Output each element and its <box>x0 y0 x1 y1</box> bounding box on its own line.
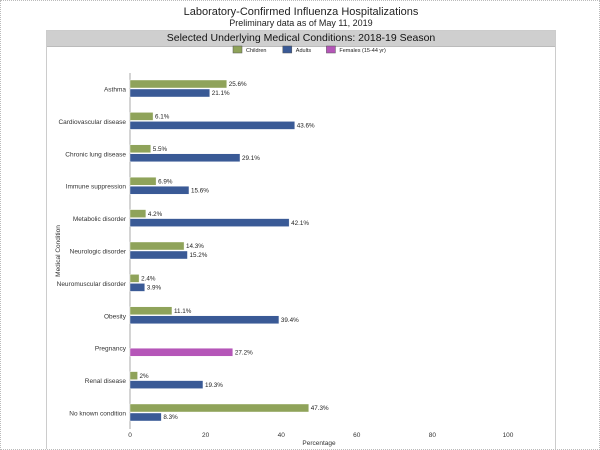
bar-0 <box>129 176 157 186</box>
data-label: 2.4% <box>141 276 156 283</box>
bar-1 <box>129 315 280 324</box>
category-label: Obesity <box>104 313 127 320</box>
data-label: 47.3% <box>311 405 329 412</box>
bar-1 <box>129 121 296 130</box>
bar-1 <box>129 250 188 260</box>
data-label: 6.1% <box>155 114 170 121</box>
bar-0 <box>129 209 147 218</box>
data-label: 19.3% <box>205 382 223 389</box>
data-label: 27.2% <box>235 349 253 356</box>
data-label: 3.9% <box>147 285 162 292</box>
chart-title: Laboratory-Confirmed Influenza Hospitali… <box>183 6 419 18</box>
data-label: 11.1% <box>174 308 192 315</box>
data-label: 4.2% <box>148 211 163 218</box>
bar-0 <box>129 403 309 413</box>
data-label: 21.1% <box>212 90 230 97</box>
bar-1 <box>129 412 162 422</box>
data-label: 29.1% <box>242 155 260 162</box>
bar-1 <box>129 380 204 389</box>
bar-0 <box>129 306 173 315</box>
x-tick-label: 100 <box>503 432 514 439</box>
x-tick-label: 80 <box>429 432 437 439</box>
data-label: 25.6% <box>229 81 247 88</box>
bar-2 <box>129 348 234 357</box>
legend-label-2: Females (15-44 yr) <box>339 48 386 54</box>
panel-title: Selected Underlying Medical Conditions: … <box>47 31 555 47</box>
data-label: 15.2% <box>189 252 207 259</box>
category-label: Neurologic disorder <box>70 249 127 256</box>
bar-1 <box>129 283 145 292</box>
bar-0 <box>129 112 154 121</box>
bar-0 <box>129 79 227 89</box>
legend-label-1: Adults <box>296 48 312 54</box>
category-label: Chronic lung disease <box>65 151 126 158</box>
bar-1 <box>129 88 210 98</box>
data-label: 42.1% <box>291 220 309 227</box>
category-label: Renal disease <box>85 378 127 385</box>
x-tick-label: 40 <box>278 432 286 439</box>
data-label: 43.6% <box>297 123 315 130</box>
data-label: 6.9% <box>158 178 173 185</box>
x-tick-label: 20 <box>202 432 210 439</box>
data-label: 5.5% <box>153 146 168 153</box>
legend-swatch-0 <box>232 45 243 54</box>
category-label: Neuromuscular disorder <box>57 281 127 288</box>
bar-0 <box>129 241 185 251</box>
data-label: 15.6% <box>191 187 209 194</box>
x-tick-label: 60 <box>353 432 361 439</box>
data-label: 2% <box>140 373 150 380</box>
chart-subtitle: Preliminary data as of May 11, 2019 <box>229 18 373 28</box>
y-axis-title: Medical Condition <box>55 225 62 277</box>
category-label: Immune suppression <box>66 184 127 191</box>
data-label: 8.3% <box>163 414 178 421</box>
category-label: No known condition <box>69 411 126 418</box>
category-label: Cardiovascular disease <box>58 119 126 126</box>
x-axis-title: Percentage <box>302 440 336 447</box>
bar-0 <box>129 274 140 283</box>
bar-0 <box>129 144 151 154</box>
category-label: Metabolic disorder <box>73 216 127 223</box>
data-label: 39.4% <box>281 317 299 324</box>
bar-1 <box>129 185 190 195</box>
legend-swatch-1 <box>282 45 293 54</box>
bar-0 <box>129 371 138 380</box>
data-label: 14.3% <box>186 243 204 250</box>
x-tick-label: 0 <box>128 432 132 439</box>
bar-1 <box>129 218 290 227</box>
category-label: Asthma <box>104 87 126 94</box>
category-label: Pregnancy <box>95 346 127 353</box>
legend-label-0: Children <box>246 48 266 54</box>
chart-panel: Selected Underlying Medical Conditions: … <box>46 30 556 449</box>
legend-swatch-2 <box>326 45 336 54</box>
bar-1 <box>129 153 241 163</box>
